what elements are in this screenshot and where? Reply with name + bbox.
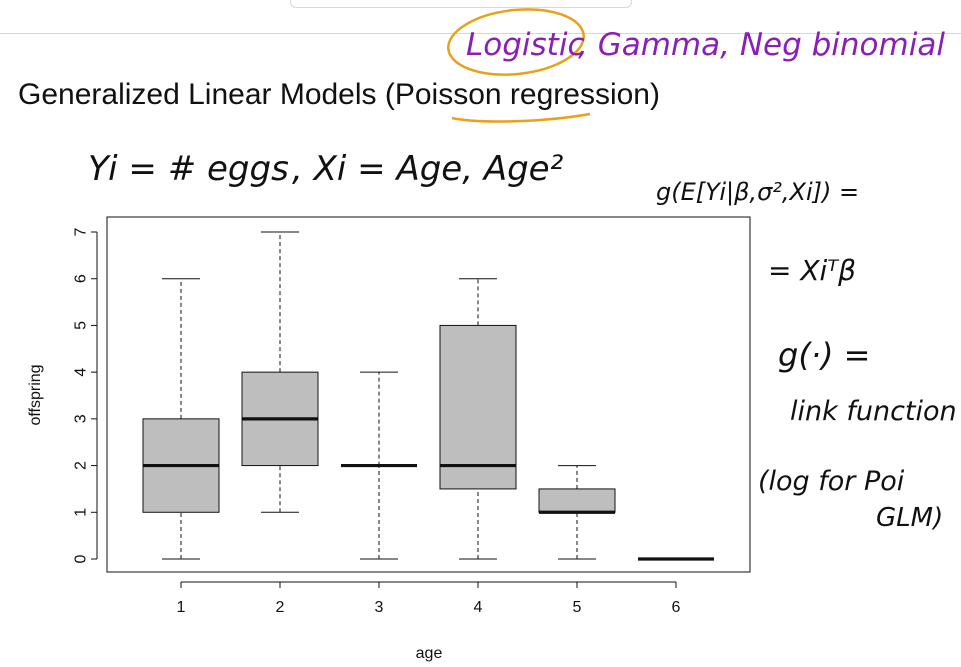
logistic-circle [447, 8, 585, 76]
boxes-group [142, 231, 714, 561]
x-tick-label: 1 [177, 599, 186, 616]
box-5 [538, 465, 616, 560]
x-axis-label: age [416, 645, 443, 662]
y-tick-label: 5 [73, 321, 90, 330]
x-tick-label: 6 [672, 599, 681, 616]
y-tick-label: 0 [73, 554, 90, 563]
x-axis: 1 2 3 4 5 6 [177, 581, 681, 616]
y-axis-label: offspring [27, 364, 44, 425]
covariates-definition: , Xi = Age, Age² [292, 149, 564, 189]
y-tick-label: 1 [73, 508, 90, 517]
top-tab-frame [290, 0, 632, 8]
box-3 [341, 371, 417, 560]
box-body [439, 324, 517, 490]
box-4 [439, 278, 517, 560]
link-note-1: (log for Poi [758, 466, 905, 497]
glm-lhs: g(E[Yi|β,σ²,Xi]) = [656, 178, 859, 206]
box-body [538, 488, 616, 513]
logistic-note: Logistic [466, 27, 585, 63]
x-tick-label: 4 [474, 599, 483, 616]
x-tick-label: 5 [573, 599, 582, 616]
x-tick-label: 2 [276, 599, 285, 616]
plot-frame [106, 216, 751, 573]
y-axis: 0 1 2 3 4 5 6 7 [73, 227, 98, 563]
x-tick-label: 3 [375, 599, 384, 616]
slide-title: Generalized Linear Models (Poisson regre… [18, 78, 660, 111]
ruled-line [0, 33, 961, 34]
other-models-note: , Gamma, Neg binomial [578, 27, 945, 63]
link-note-2: GLM) [876, 503, 943, 533]
glm-rhs: = Xiᵀβ [768, 254, 856, 287]
y-tick-label: 2 [73, 461, 90, 470]
box-2 [241, 231, 319, 513]
response-definition: Yi = # eggs [88, 149, 289, 189]
y-tick-label: 7 [73, 227, 90, 236]
link-symbol: g(·) = [778, 336, 870, 374]
link-name: link function [790, 396, 957, 427]
box-1 [142, 278, 220, 560]
y-tick-label: 4 [73, 368, 90, 377]
y-tick-label: 6 [73, 274, 90, 283]
y-tick-label: 3 [73, 414, 90, 423]
poisson-underline [451, 112, 591, 123]
